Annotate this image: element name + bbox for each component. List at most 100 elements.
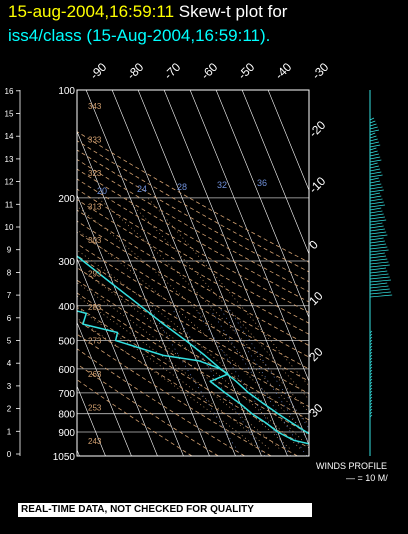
mixing-ratio-line [150, 309, 242, 456]
wind-barb [369, 384, 373, 388]
wind-barb [369, 123, 377, 127]
wind-barb [369, 141, 379, 145]
theta-label: 303 [88, 236, 102, 245]
right-temperature-label: -20 [306, 118, 328, 140]
isotherm-line [77, 130, 210, 456]
wind-barb [369, 267, 387, 271]
wind-barb [369, 135, 377, 139]
wind-barb [369, 117, 375, 121]
wind-barb [369, 366, 373, 370]
theta-label: 243 [88, 437, 102, 446]
height-tick-label: 4 [7, 359, 12, 368]
height-tick-label: 7 [7, 291, 12, 300]
mixing-ratio-line [220, 309, 309, 443]
theta-label: 283 [88, 303, 102, 312]
wind-barb [369, 210, 383, 214]
theta-label: 313 [88, 203, 102, 212]
isotherm-line [111, 90, 262, 456]
wind-barb [369, 195, 382, 199]
wind-barb [369, 288, 390, 292]
moist-adiabat-line [77, 267, 301, 449]
right-temperature-label: 0 [306, 237, 321, 252]
dry-adiabat-line [77, 131, 309, 263]
wind-barb [369, 399, 373, 403]
height-tick-label: 0 [7, 450, 12, 459]
dry-adiabat-line [77, 178, 309, 313]
wind-barb [369, 252, 385, 256]
wind-barb [369, 237, 384, 241]
wind-barb [369, 369, 373, 373]
plot-area [0, 90, 309, 456]
wind-barb [369, 396, 373, 400]
right-temperature-label: -10 [306, 174, 328, 196]
theta-label: 323 [88, 169, 102, 178]
wind-barb [369, 198, 383, 202]
pressure-tick-label: 200 [58, 194, 75, 205]
isotherm-line [163, 90, 309, 446]
height-tick-label: 5 [7, 337, 12, 346]
plot-subtitle: iss4/class (15-Aug-2004,16:59:11). [8, 26, 271, 45]
theta-label: 293 [88, 270, 102, 279]
wind-barb [369, 249, 389, 253]
wind-barb [369, 174, 383, 178]
height-tick-label: 1 [7, 427, 12, 436]
wind-barb [369, 390, 373, 394]
wind-barb [369, 150, 378, 154]
theta-label: 273 [88, 337, 102, 346]
height-tick-label: 16 [5, 87, 14, 96]
wind-barb [369, 270, 388, 274]
wind-barb [369, 279, 391, 283]
height-tick-label: 2 [7, 405, 12, 414]
theta-label: 263 [88, 370, 102, 379]
height-tick-label: 15 [5, 110, 14, 119]
height-tick-label: 11 [5, 200, 14, 209]
wind-barb [369, 372, 373, 376]
height-tick-label: 6 [7, 314, 12, 323]
wind-barb [369, 231, 387, 235]
isotherm-line [0, 90, 1, 456]
wind-barb [369, 405, 373, 409]
wind-barb [369, 393, 373, 397]
wind-barb [369, 162, 378, 166]
height-tick-label: 10 [5, 223, 14, 232]
wind-barb [369, 165, 379, 169]
wind-barb [369, 294, 393, 298]
height-tick-label: 14 [5, 132, 14, 141]
wind-barb [369, 225, 384, 229]
wind-barb [369, 339, 373, 343]
top-temperature-label: -80 [124, 60, 146, 82]
wind-barb [369, 189, 384, 193]
wind-barb [369, 216, 385, 220]
wind-barb [369, 228, 385, 232]
moist-adiabat-line [77, 205, 309, 426]
wind-barb [369, 234, 388, 238]
plot-label: Skew-t plot for [178, 2, 288, 21]
wind-barb [369, 261, 389, 265]
wind-barb [369, 159, 382, 163]
dewpoint-trace [77, 310, 309, 445]
top-temperature-label: -30 [309, 60, 331, 82]
wind-barb [369, 168, 381, 172]
isotherm-line [77, 385, 106, 456]
mixing-ratio-label: 32 [217, 180, 227, 190]
mixing-ratio-label: 36 [257, 178, 267, 188]
wind-barb [369, 291, 391, 295]
pressure-tick-label: 600 [58, 365, 75, 376]
pressure-tick-label: 800 [58, 410, 75, 421]
moist-adiabat-line [77, 229, 309, 437]
wind-barb [369, 402, 373, 406]
wind-barb [369, 240, 385, 244]
dry-adiabat-line [77, 267, 309, 408]
isotherm-line [77, 258, 158, 456]
wind-barb [369, 147, 377, 151]
mixing-ratio-line [172, 309, 266, 456]
wind-barb [369, 126, 378, 130]
wind-barb [369, 348, 373, 352]
height-tick-label: 8 [7, 268, 12, 277]
height-tick-label: 13 [5, 155, 14, 164]
isotherm-line [137, 90, 288, 456]
pressure-tick-label: 400 [58, 302, 75, 313]
moist-adiabat-line [77, 307, 270, 449]
wind-barb [369, 156, 381, 160]
wind-barb [369, 360, 373, 364]
